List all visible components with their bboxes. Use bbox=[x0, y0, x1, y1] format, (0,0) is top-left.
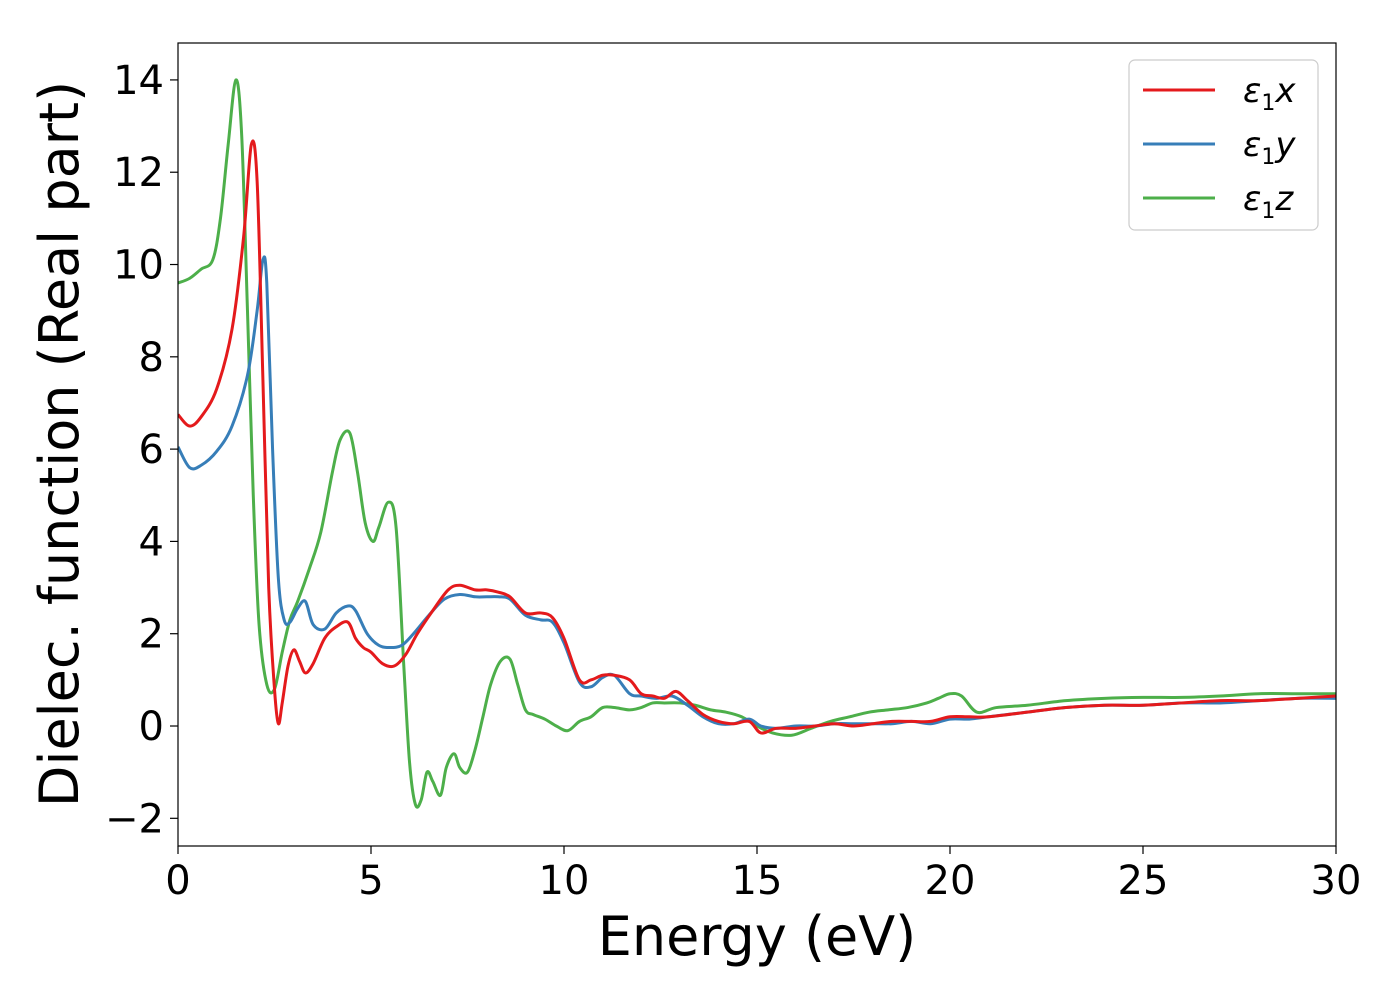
legend-label-3: ε1z bbox=[1243, 179, 1294, 224]
series-line-1 bbox=[178, 139, 1336, 735]
x-axis-label: Energy (eV) bbox=[598, 905, 917, 968]
y-tick-label: 0 bbox=[139, 704, 164, 750]
x-axis: 0 5 10 15 20 25 30 bbox=[165, 846, 1361, 904]
y-tick-label: 6 bbox=[139, 427, 164, 473]
series-line-2 bbox=[178, 255, 1336, 730]
series-layer bbox=[178, 78, 1336, 809]
x-tick-label: 30 bbox=[1311, 858, 1362, 904]
series-line-3 bbox=[178, 78, 1336, 809]
legend: ε1x ε1y ε1z bbox=[1128, 59, 1319, 231]
legend-label-2: ε1y bbox=[1243, 125, 1296, 170]
y-tick-label: 4 bbox=[139, 519, 164, 565]
y-tick-label: 2 bbox=[139, 612, 164, 658]
y-tick-label: 8 bbox=[139, 335, 164, 381]
x-tick-label: 20 bbox=[925, 858, 976, 904]
legend-box bbox=[1128, 59, 1319, 231]
x-tick-label: 10 bbox=[539, 858, 590, 904]
y-tick-label: 10 bbox=[113, 243, 164, 289]
y-tick-label: 12 bbox=[113, 150, 164, 196]
y-axis-label: Dielec. function (Real part) bbox=[28, 81, 91, 807]
y-axis: −2 0 2 4 6 8 10 12 14 bbox=[105, 58, 178, 842]
y-tick-label: 14 bbox=[113, 58, 164, 104]
x-tick-label: 25 bbox=[1118, 858, 1169, 904]
y-tick-label: −2 bbox=[105, 796, 164, 842]
legend-label-1: ε1x bbox=[1243, 71, 1296, 116]
x-tick-label: 0 bbox=[165, 858, 190, 904]
x-tick-label: 5 bbox=[358, 858, 383, 904]
x-tick-label: 15 bbox=[732, 858, 783, 904]
